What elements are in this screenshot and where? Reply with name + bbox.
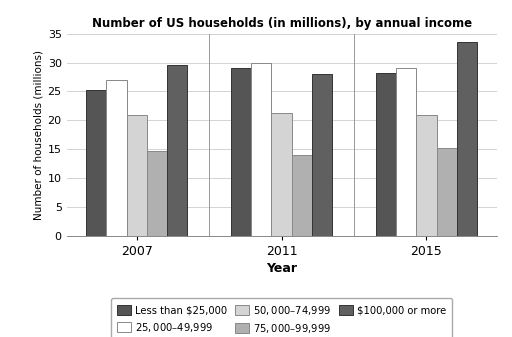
Bar bbox=[457, 42, 477, 236]
Legend: Less than $25,000, $25,000–$49,999, $50,000–$74,999, $75,000–$99,999, $100,000 o: Less than $25,000, $25,000–$49,999, $50,… bbox=[111, 298, 453, 337]
Bar bbox=[376, 73, 396, 236]
Bar bbox=[292, 155, 312, 236]
Bar bbox=[147, 151, 167, 236]
Bar bbox=[312, 74, 332, 236]
Bar bbox=[86, 90, 106, 236]
X-axis label: Year: Year bbox=[266, 262, 297, 275]
Bar bbox=[106, 80, 126, 236]
Title: Number of US households (in millions), by annual income: Number of US households (in millions), b… bbox=[92, 17, 472, 30]
Bar bbox=[231, 68, 251, 236]
Bar bbox=[396, 68, 416, 236]
Bar bbox=[437, 148, 457, 236]
Bar bbox=[416, 115, 437, 236]
Bar bbox=[167, 65, 187, 236]
Bar bbox=[271, 114, 292, 236]
Y-axis label: Number of households (millions): Number of households (millions) bbox=[33, 50, 44, 220]
Bar bbox=[126, 115, 147, 236]
Bar bbox=[251, 63, 271, 236]
